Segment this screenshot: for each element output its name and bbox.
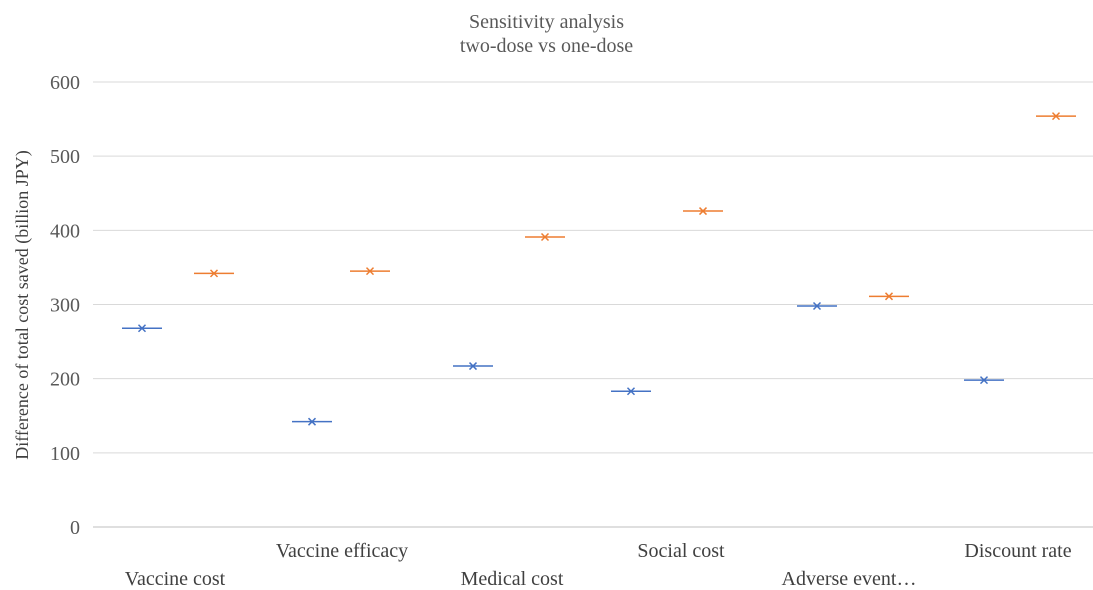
data-point-marker [137, 324, 147, 333]
x-tick-label: Discount rate [964, 540, 1071, 562]
data-point [683, 207, 723, 216]
data-point [611, 387, 651, 396]
data-point [1036, 112, 1076, 121]
data-point [964, 376, 1004, 385]
y-tick-label: 200 [50, 369, 80, 391]
data-point-marker [540, 232, 550, 242]
y-tick-label: 400 [50, 220, 80, 242]
chart-subtitle: two-dose vs one-dose [459, 35, 634, 57]
data-point-marker [884, 292, 894, 301]
y-tick-label: 600 [50, 72, 80, 94]
data-point-marker [626, 387, 636, 396]
x-tick-label: Vaccine cost [125, 568, 226, 590]
data-point-marker [209, 269, 219, 278]
data-point-marker [365, 267, 375, 276]
y-tick-label: 300 [50, 295, 80, 317]
data-point [292, 417, 332, 426]
data-point-marker [1051, 112, 1061, 121]
y-tick-label: 0 [70, 517, 80, 539]
data-point-marker [979, 376, 989, 385]
chart-title: Sensitivity analysis [469, 11, 624, 33]
y-tick-label: 100 [50, 443, 80, 465]
y-axis-label: Difference of total cost saved (billion … [12, 150, 33, 460]
data-point-marker [468, 362, 478, 371]
x-tick-label: Vaccine efficacy [276, 540, 408, 562]
data-point [194, 269, 234, 278]
data-point-marker [307, 417, 317, 426]
y-tick-label: 500 [50, 146, 80, 168]
data-point [797, 301, 837, 311]
data-point [869, 292, 909, 301]
x-tick-label: Medical cost [461, 568, 564, 590]
data-point [350, 267, 390, 276]
x-tick-label: Social cost [637, 540, 725, 562]
x-tick-labels: Vaccine cost Vaccine efficacy Medical cost… [125, 540, 1072, 590]
data-point [122, 324, 162, 333]
data-point [525, 232, 565, 242]
data-point-marker [812, 301, 822, 311]
data-point-marker [698, 207, 708, 216]
gridlines [93, 81, 1093, 528]
data-point [453, 362, 493, 371]
data-points [122, 112, 1076, 426]
y-tick-labels: 0 100 200 300 400 500 600 [50, 72, 80, 539]
x-tick-label: Adverse event… [782, 568, 917, 590]
